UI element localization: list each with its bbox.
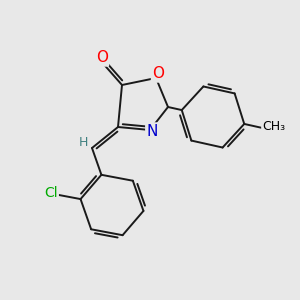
- Text: O: O: [152, 67, 164, 82]
- Text: Cl: Cl: [44, 186, 58, 200]
- Text: O: O: [96, 50, 108, 65]
- Text: H: H: [78, 136, 88, 149]
- Text: N: N: [146, 124, 158, 139]
- Text: CH₃: CH₃: [262, 120, 285, 133]
